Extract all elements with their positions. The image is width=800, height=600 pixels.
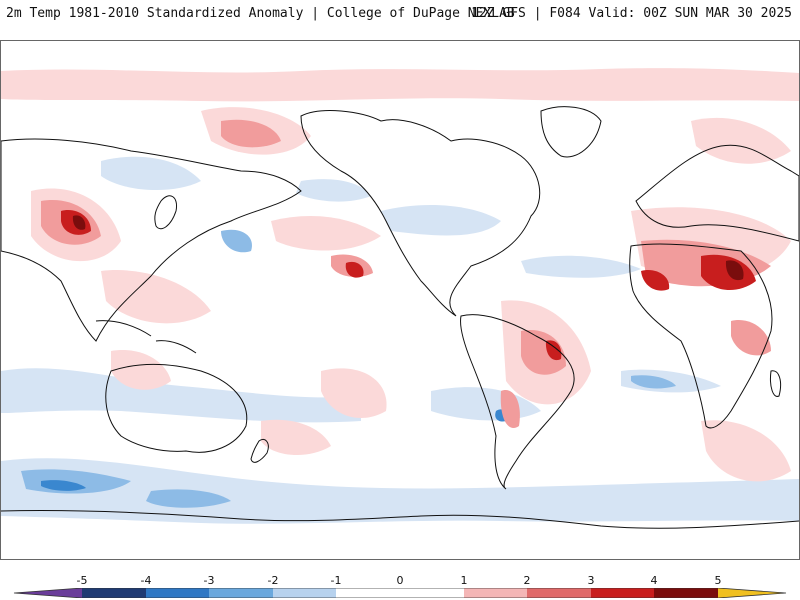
indonesia-coast bbox=[95, 320, 197, 354]
colorbar-tick-label: -5 bbox=[76, 574, 88, 587]
north-america-coast bbox=[300, 110, 541, 317]
colorbar-strip bbox=[13, 588, 787, 598]
light-cool-area bbox=[1, 458, 799, 524]
very-hot-area bbox=[725, 260, 744, 281]
hot-area bbox=[641, 270, 670, 291]
warm-area bbox=[521, 330, 566, 375]
colorbar-tick-label: -2 bbox=[267, 574, 279, 587]
colorbar-tick-label: -1 bbox=[330, 574, 342, 587]
new-zealand-coast bbox=[250, 438, 269, 463]
colorbar-swatch bbox=[591, 588, 654, 598]
light-warm-area bbox=[691, 117, 791, 164]
cool-area bbox=[221, 229, 252, 253]
colorbar-swatch bbox=[209, 588, 273, 598]
colorbar-swatch bbox=[718, 588, 786, 598]
colorbar-tick-label: 5 bbox=[714, 574, 722, 587]
warm-anomaly-areas bbox=[1, 68, 799, 482]
map-canvas bbox=[1, 68, 799, 529]
colorbar-swatch bbox=[336, 588, 400, 598]
warm-area bbox=[731, 320, 771, 356]
colorbar-legend: -5 -4 -3 -2 -1 0 1 2 3 4 5 bbox=[0, 568, 800, 600]
colorbar-swatch bbox=[527, 588, 591, 598]
colorbar-outline bbox=[13, 588, 787, 598]
colorbar-tick-label: -3 bbox=[203, 574, 215, 587]
colorbar-swatch bbox=[464, 588, 527, 598]
model-run-info: 12Z GFS | F084 Valid: 00Z SUN MAR 30 202… bbox=[471, 6, 792, 21]
colorbar-swatch bbox=[14, 588, 82, 598]
light-cool-area bbox=[1, 368, 361, 423]
colorbar-tick-label: 4 bbox=[650, 574, 658, 587]
colorbar-swatch bbox=[654, 588, 718, 598]
light-warm-area bbox=[261, 419, 331, 456]
greenland-coast bbox=[540, 106, 602, 158]
colorbar-tick-label: 0 bbox=[396, 574, 404, 587]
colorbar-swatch bbox=[273, 588, 336, 598]
africa-coast bbox=[629, 243, 773, 429]
light-warm-area bbox=[701, 420, 791, 482]
japan-coast bbox=[154, 195, 178, 230]
light-cool-area bbox=[101, 156, 201, 191]
asia-coast bbox=[1, 138, 302, 342]
colorbar-tick-label: 1 bbox=[460, 574, 468, 587]
south-america-coast bbox=[460, 314, 575, 490]
madagascar-coast bbox=[770, 370, 782, 397]
antarctica-coast bbox=[1, 509, 799, 529]
colorbar-tick-label: 3 bbox=[587, 574, 595, 587]
light-warm-area bbox=[321, 368, 387, 419]
light-warm-area bbox=[101, 270, 211, 324]
coastlines bbox=[1, 106, 799, 529]
light-cool-area bbox=[381, 205, 501, 236]
colorbar-tick-label: -4 bbox=[140, 574, 152, 587]
colorbar-swatch bbox=[82, 588, 146, 598]
cool-anomaly-areas bbox=[1, 156, 799, 524]
hot-area bbox=[345, 261, 364, 278]
anomaly-map bbox=[0, 40, 800, 560]
light-warm-area bbox=[271, 216, 381, 251]
warm-area bbox=[500, 390, 520, 428]
colorbar-swatch bbox=[146, 588, 209, 598]
colorbar-swatch bbox=[400, 588, 464, 598]
very-hot-area bbox=[72, 215, 86, 230]
light-cool-area bbox=[521, 255, 641, 278]
light-warm-area bbox=[1, 68, 799, 102]
australia-coast bbox=[105, 363, 248, 453]
light-cool-area bbox=[296, 179, 371, 202]
light-warm-area bbox=[111, 350, 171, 390]
cool-area bbox=[631, 375, 676, 389]
warm-area bbox=[221, 119, 281, 148]
map-header: 2m Temp 1981-2010 Standardized Anomaly |… bbox=[0, 0, 800, 34]
map-title: 2m Temp 1981-2010 Standardized Anomaly |… bbox=[6, 6, 515, 21]
colorbar-tick-label: 2 bbox=[523, 574, 531, 587]
cool-area bbox=[146, 489, 231, 508]
cold-area bbox=[41, 480, 86, 491]
hot-area bbox=[545, 340, 562, 361]
europe-coast bbox=[635, 144, 799, 242]
